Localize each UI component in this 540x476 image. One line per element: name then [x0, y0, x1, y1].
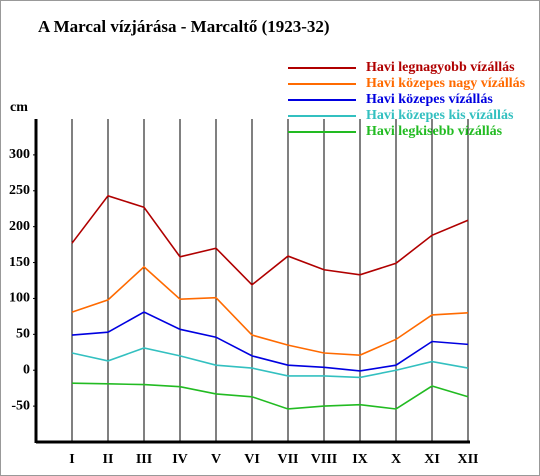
y-tick-label: 100: [9, 291, 30, 306]
y-axis-label: cm: [10, 100, 28, 115]
x-tick-label: XII: [457, 452, 478, 467]
y-tick-label: 200: [9, 219, 30, 234]
x-tick-label: XI: [424, 452, 440, 467]
x-tick-label: VII: [277, 452, 298, 467]
series-line: [71, 265, 469, 356]
series-line: [71, 382, 469, 410]
x-tick-label: VI: [244, 452, 260, 467]
x-tick-label: III: [136, 452, 152, 467]
legend-label: Havi legnagyobb vízállás: [366, 60, 515, 75]
legend-label: Havi legkisebb vízállás: [366, 124, 503, 139]
x-tick-label: IX: [352, 452, 368, 467]
legend-label: Havi közepes vízállás: [366, 92, 493, 107]
x-tick-label: V: [211, 452, 221, 467]
x-tick-label: X: [391, 452, 401, 467]
y-tick-label: 300: [9, 147, 30, 162]
series-line: [71, 311, 469, 372]
x-tick-label: II: [103, 452, 114, 467]
legend-label: Havi közepes nagy vízállás: [366, 76, 526, 91]
x-tick-label: I: [69, 452, 74, 467]
x-tick-label: IV: [172, 452, 188, 467]
y-tick-label: -50: [11, 398, 30, 413]
chart-title: A Marcal vízjárása - Marcaltő (1923-32): [38, 17, 330, 36]
y-tick-label: 0: [23, 362, 30, 377]
y-tick-label: 50: [16, 327, 30, 342]
series-line: [71, 194, 469, 286]
x-tick-label: VIII: [311, 452, 337, 467]
y-tick-label: 250: [9, 183, 30, 198]
y-tick-label: 150: [9, 255, 30, 270]
legend-label: Havi közepes kis vízállás: [366, 108, 514, 123]
series-line: [71, 347, 469, 379]
